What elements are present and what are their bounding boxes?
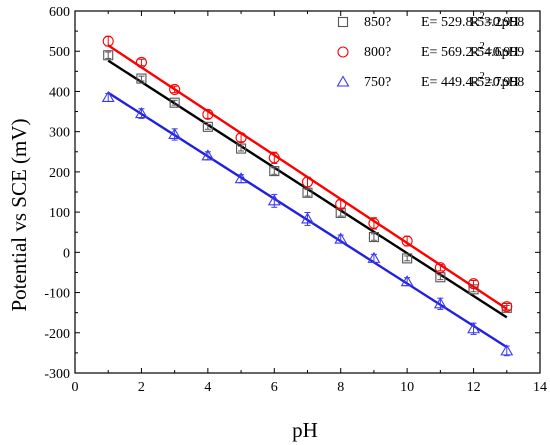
data-point bbox=[367, 251, 381, 263]
legend-r2: R2=0.998 bbox=[470, 70, 524, 90]
data-point bbox=[468, 278, 480, 290]
legend-equation: E= 569.2-54.6pH bbox=[421, 45, 519, 60]
legend-marker bbox=[337, 16, 349, 28]
x-axis-title: pH bbox=[292, 418, 318, 442]
data-point bbox=[236, 143, 247, 154]
y-axis-title: Potential vs SCE (mV) bbox=[7, 118, 31, 311]
y-tick-label: 600 bbox=[49, 5, 70, 20]
y-tick-label: -200 bbox=[44, 327, 70, 342]
data-point bbox=[168, 127, 182, 140]
x-tick-label: 12 bbox=[467, 380, 481, 395]
data-point bbox=[302, 187, 313, 198]
x-tick-label: 14 bbox=[533, 380, 547, 395]
y-tick-label: 400 bbox=[49, 85, 70, 100]
legend-series-name: 850? bbox=[364, 15, 391, 30]
data-point bbox=[402, 253, 413, 264]
y-tick-label: 500 bbox=[49, 45, 70, 60]
data-point bbox=[135, 56, 147, 69]
x-tick-label: 4 bbox=[204, 380, 211, 395]
legend-equation: E= 449.4-52.7pH bbox=[421, 75, 519, 90]
axes: 0 2 4 6 8 10 12 14 -300 -200 -100 0 100 200 300 400 500 6… bbox=[44, 5, 547, 395]
y-tick-label: 100 bbox=[49, 206, 70, 221]
legend-series-name: 750? bbox=[364, 75, 391, 90]
data-point bbox=[268, 152, 280, 164]
data-point bbox=[103, 50, 114, 61]
y-tick-label: -300 bbox=[44, 367, 70, 382]
x-tick-label: 6 bbox=[271, 380, 278, 395]
data-point bbox=[334, 232, 348, 244]
x-tick-label: 0 bbox=[72, 380, 79, 395]
data-markers bbox=[101, 35, 514, 357]
fit-line bbox=[107, 59, 508, 319]
data-point bbox=[102, 35, 114, 47]
y-tick-label: 0 bbox=[63, 246, 70, 261]
x-tick-label: 8 bbox=[337, 380, 344, 395]
data-point bbox=[434, 262, 446, 274]
data-point bbox=[134, 106, 148, 119]
data-point bbox=[202, 108, 214, 120]
y-tick-label: 200 bbox=[49, 166, 70, 181]
x-tick-label: 2 bbox=[138, 380, 145, 395]
data-point bbox=[501, 301, 513, 313]
data-point bbox=[500, 344, 514, 356]
legend-marker bbox=[337, 46, 349, 58]
data-point bbox=[234, 172, 248, 184]
data-point bbox=[433, 297, 447, 309]
data-point bbox=[401, 235, 413, 247]
data-point bbox=[235, 132, 247, 144]
legend-marker bbox=[336, 75, 350, 87]
legend-series-name: 800? bbox=[364, 45, 391, 60]
data-point bbox=[267, 194, 281, 206]
data-point bbox=[136, 73, 147, 84]
data-point bbox=[467, 322, 481, 334]
data-point bbox=[202, 121, 213, 132]
data-point bbox=[368, 231, 379, 243]
data-point bbox=[301, 212, 314, 224]
data-point bbox=[335, 198, 347, 210]
data-point bbox=[201, 149, 215, 161]
y-tick-label: 300 bbox=[49, 126, 70, 141]
data-point bbox=[169, 97, 180, 108]
data-point bbox=[269, 166, 280, 177]
data-point bbox=[101, 90, 115, 103]
data-point bbox=[400, 275, 414, 287]
data-point bbox=[368, 217, 380, 229]
legend-r2: R2=0.998 bbox=[470, 10, 524, 30]
x-tick-label: 10 bbox=[400, 380, 414, 395]
legend-r2: R2=0.999 bbox=[470, 40, 524, 60]
data-point bbox=[301, 176, 314, 188]
legend-equation: E= 529.8-53.2pH bbox=[421, 15, 519, 30]
data-point bbox=[169, 83, 181, 95]
y-tick-label: -100 bbox=[44, 287, 70, 302]
